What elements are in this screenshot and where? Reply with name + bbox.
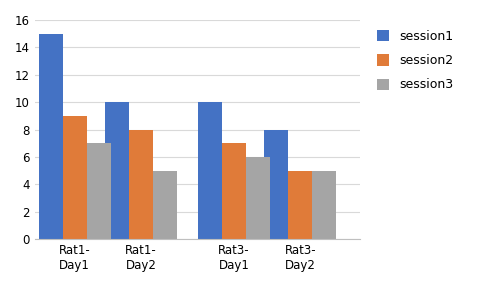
Bar xyxy=(312,171,336,239)
Bar xyxy=(39,34,62,239)
Legend: session1, session2, session3: session1, session2, session3 xyxy=(373,26,457,95)
Bar xyxy=(62,116,86,239)
Bar xyxy=(129,129,153,239)
Bar xyxy=(264,129,288,239)
Bar xyxy=(246,157,270,239)
Bar xyxy=(288,171,312,239)
Bar xyxy=(86,143,110,239)
Bar xyxy=(153,171,177,239)
Bar xyxy=(105,102,129,239)
Bar xyxy=(198,102,222,239)
Bar xyxy=(222,143,246,239)
